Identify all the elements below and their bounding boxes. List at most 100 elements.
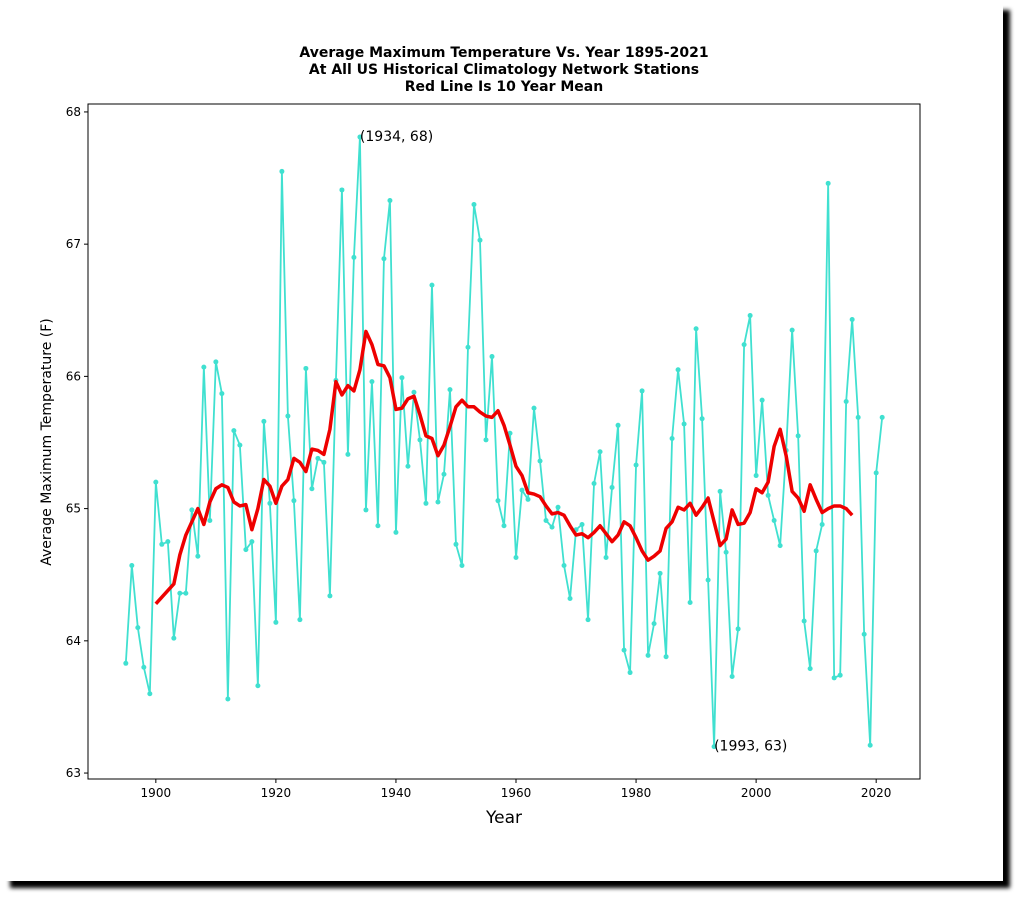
data-point (645, 652, 651, 658)
data-point (297, 617, 303, 623)
data-point (351, 254, 357, 260)
data-point (855, 414, 861, 420)
data-point (489, 354, 495, 360)
data-point (123, 660, 129, 666)
data-point (201, 364, 207, 370)
data-point (795, 433, 801, 439)
data-point (801, 618, 807, 624)
data-point (591, 480, 597, 486)
data-point (603, 555, 609, 561)
data-point (681, 421, 687, 427)
data-point (471, 201, 477, 207)
data-point (153, 479, 159, 485)
data-point (483, 437, 489, 443)
data-point (357, 134, 363, 140)
data-point (423, 500, 429, 506)
data-point (183, 590, 189, 596)
data-point (513, 555, 519, 561)
data-point (663, 654, 669, 660)
data-point (693, 326, 699, 332)
data-point (381, 256, 387, 262)
data-point (609, 484, 615, 490)
plot-frame (87, 103, 921, 780)
data-point (177, 590, 183, 596)
data-point (819, 521, 825, 527)
data-point (765, 492, 771, 498)
data-point (417, 437, 423, 443)
data-point (477, 237, 483, 243)
frame (0, 0, 1003, 881)
data-point (825, 180, 831, 186)
data-point (303, 365, 309, 371)
data-point (195, 553, 201, 559)
data-point (249, 539, 255, 545)
data-point (621, 647, 627, 653)
data-point (405, 463, 411, 469)
data-point (213, 359, 219, 365)
data-point (849, 317, 855, 323)
data-line (154, 329, 854, 605)
annotation: (1993, 63) (714, 739, 787, 755)
data-point (165, 539, 171, 545)
data-point (555, 504, 561, 510)
data-point (615, 422, 621, 428)
data-point (627, 670, 633, 676)
data-point (633, 462, 639, 468)
data-point (585, 617, 591, 623)
data-point (597, 449, 603, 455)
data-point (207, 518, 213, 524)
data-point (363, 507, 369, 513)
data-point (237, 442, 243, 448)
data-point (525, 496, 531, 502)
data-point (813, 548, 819, 554)
data-point (723, 549, 729, 555)
y-tick-label: 63 (66, 766, 81, 780)
y-tick-label: 64 (66, 634, 81, 648)
data-point (285, 413, 291, 419)
data-point (315, 455, 321, 461)
data-point (543, 518, 549, 524)
x-tick-label: 1940 (381, 786, 412, 800)
data-point (531, 405, 537, 411)
data-point (369, 379, 375, 385)
chart-title: Average Maximum Temperature Vs. Year 189… (299, 45, 708, 61)
data-point (549, 524, 555, 530)
y-tick-label: 65 (66, 502, 81, 516)
data-point (387, 198, 393, 204)
data-point (231, 428, 237, 434)
data-point (447, 387, 453, 393)
x-tick-label: 1960 (501, 786, 532, 800)
data-point (753, 473, 759, 479)
data-point (873, 470, 879, 476)
data-point (711, 744, 717, 750)
data-point (717, 488, 723, 494)
chart-title: Red Line Is 10 Year Mean (405, 79, 603, 95)
data-point (879, 414, 885, 420)
data-point (429, 282, 435, 288)
data-point (675, 367, 681, 373)
data-point (171, 635, 177, 641)
data-point (669, 436, 675, 442)
data-point (639, 388, 645, 394)
data-point (519, 487, 525, 493)
data-point (267, 500, 273, 506)
data-point (375, 523, 381, 529)
data-point (147, 691, 153, 697)
data-point (411, 389, 417, 395)
x-tick-label: 2020 (861, 786, 892, 800)
annotation: (1934, 68) (360, 129, 433, 145)
data-point (729, 674, 735, 680)
data-point (501, 523, 507, 529)
data-point (243, 547, 249, 553)
data-point (309, 486, 315, 492)
y-tick-label: 67 (66, 237, 81, 251)
chart-title: At All US Historical Climatology Network… (309, 62, 699, 78)
data-point (789, 327, 795, 333)
data-point (861, 631, 867, 637)
data-point (345, 451, 351, 457)
data-point (453, 541, 459, 547)
x-axis-label: Year (485, 808, 522, 828)
data-point (777, 543, 783, 549)
data-point (465, 344, 471, 350)
